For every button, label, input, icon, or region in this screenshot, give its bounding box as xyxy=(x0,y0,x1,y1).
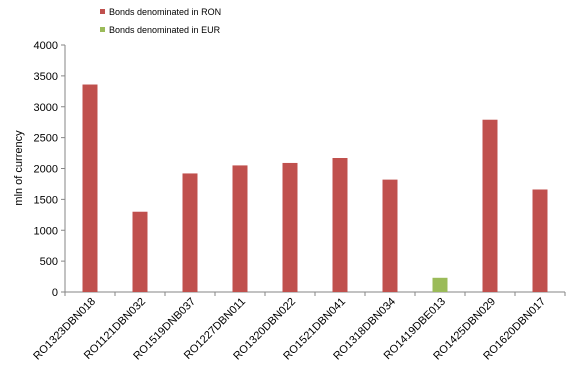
chart-legend: Bonds denominated in RON Bonds denominate… xyxy=(100,7,221,35)
legend-swatch xyxy=(100,9,105,14)
y-tick-label: 500 xyxy=(40,256,58,268)
bar-RO1121DBN032 xyxy=(132,211,148,292)
y-tick-label: 3500 xyxy=(34,71,58,83)
bars xyxy=(82,84,548,293)
y-tick-label: 4000 xyxy=(34,40,58,52)
legend-label: Bonds denominated in EUR xyxy=(109,25,221,35)
y-tick-label: 2500 xyxy=(34,133,58,145)
y-axis-label: mln of currency xyxy=(13,130,25,206)
y-tick-label: 1000 xyxy=(34,225,58,237)
bar-RO1227DBN011 xyxy=(232,165,248,292)
legend-label: Bonds denominated in RON xyxy=(109,7,221,17)
bar-RO1318DBN034 xyxy=(382,179,398,292)
y-tick-label: 0 xyxy=(52,287,58,299)
bar-RO1320DBN022 xyxy=(282,162,298,292)
bar-RO1419DBE013 xyxy=(432,277,448,292)
x-axis: RO1323DBN018RO1121DBN032RO1519DNB037RO12… xyxy=(31,291,566,363)
bar-RO1620DBN017 xyxy=(532,189,548,292)
bar-RO1521DBN041 xyxy=(332,158,348,292)
y-tick-label: 3000 xyxy=(34,102,58,114)
bar-RO1323DBN018 xyxy=(82,84,98,293)
bar-RO1425DBN029 xyxy=(482,119,498,292)
bar-RO1519DNB037 xyxy=(182,173,198,292)
y-tick-label: 2000 xyxy=(34,164,58,176)
y-tick-label: 1500 xyxy=(34,194,58,206)
legend-swatch xyxy=(100,27,105,32)
y-axis: 0 500 1000 1500 2000 2500 3000 3500 4000 xyxy=(34,40,66,299)
